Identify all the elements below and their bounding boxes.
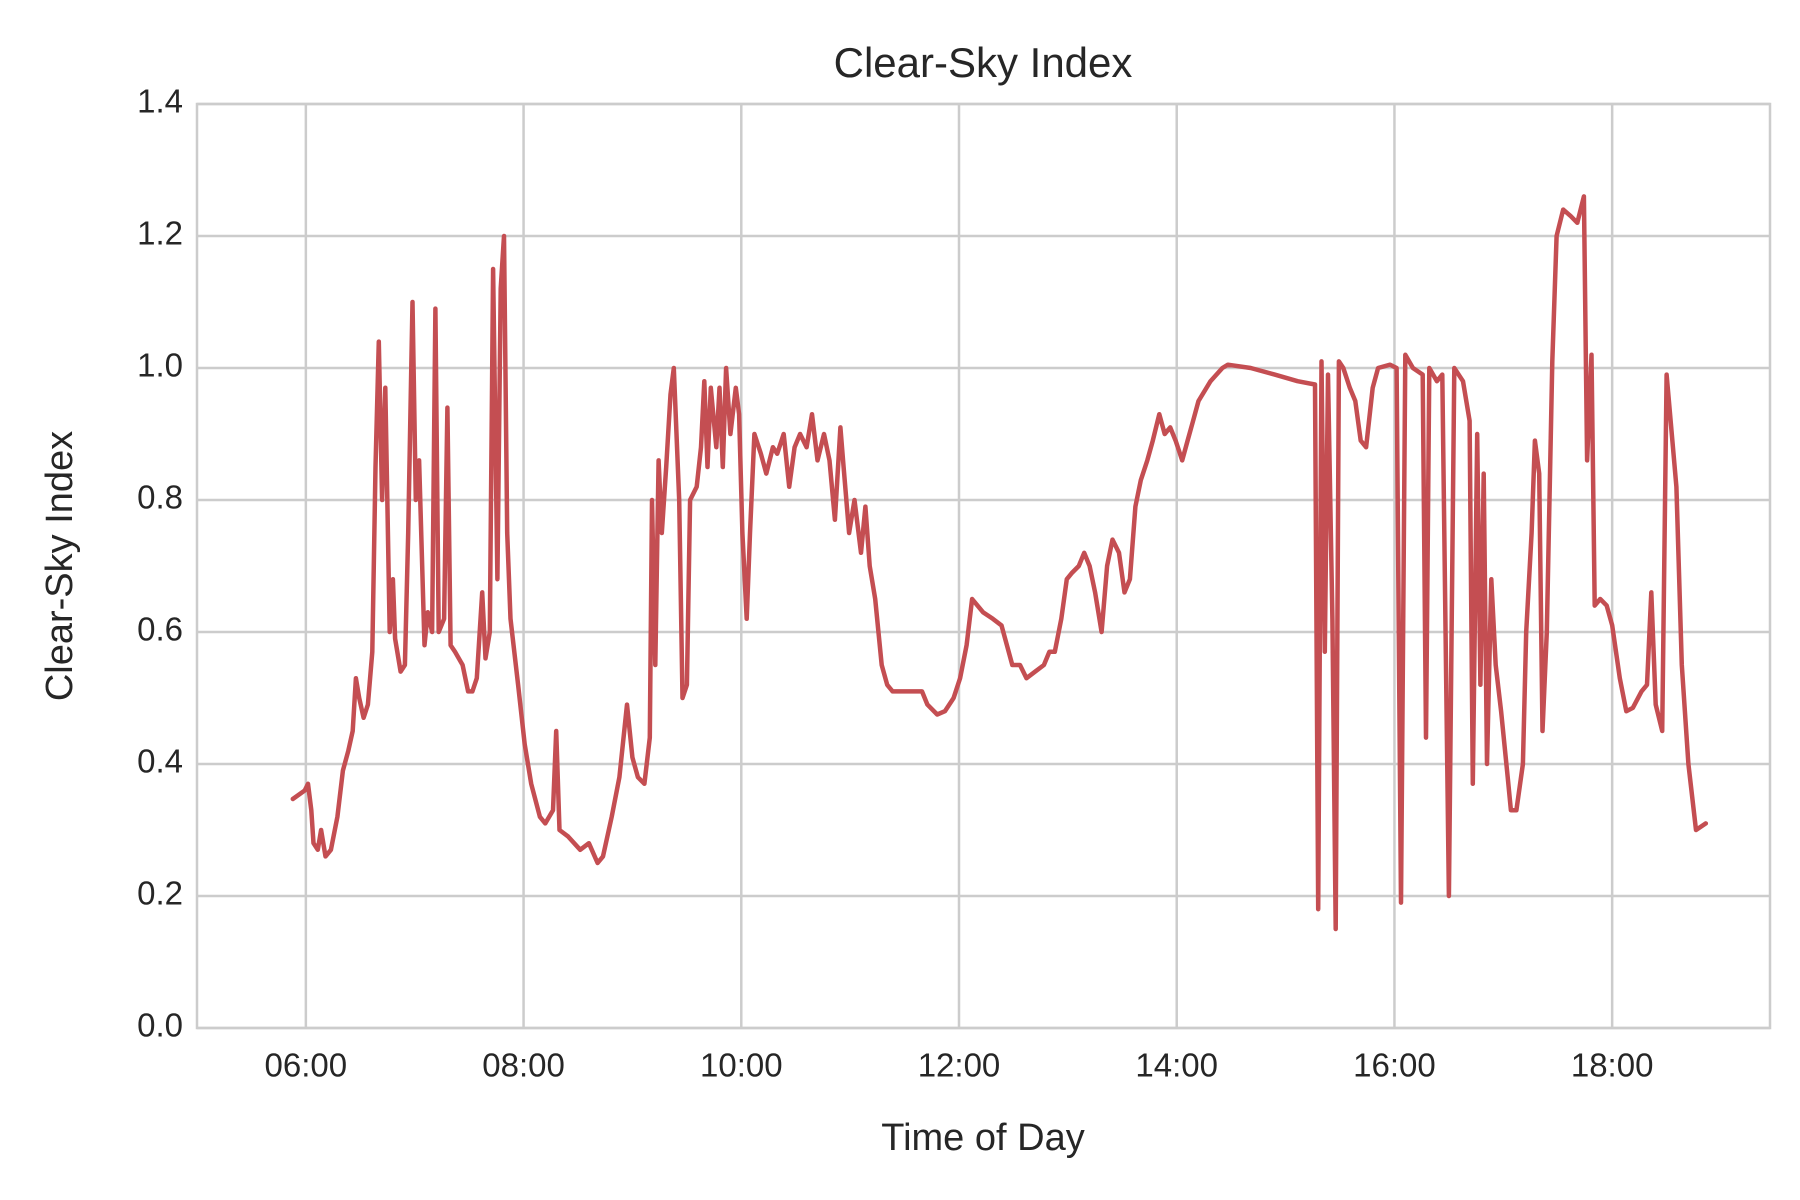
x-tick-label: 16:00 (1353, 1047, 1436, 1084)
x-tick-label: 10:00 (700, 1047, 783, 1084)
y-tick-label: 1.2 (137, 215, 183, 252)
plot-frame (195, 102, 1772, 1030)
y-tick-label: 0.8 (137, 479, 183, 516)
x-tick-label: 06:00 (265, 1047, 348, 1084)
chart-title: Clear-Sky Index (834, 39, 1133, 86)
plot-area (290, 194, 1709, 932)
x-tick-label: 14:00 (1135, 1047, 1218, 1084)
y-tick-label: 0.6 (137, 611, 183, 648)
y-tick-label: 1.0 (137, 347, 183, 384)
data-line (290, 194, 1709, 932)
x-tick-label: 08:00 (482, 1047, 565, 1084)
x-tick-label: 12:00 (918, 1047, 1001, 1084)
y-axis-label: Clear-Sky Index (39, 431, 81, 701)
y-tick-label: 0.4 (137, 743, 183, 780)
x-axis-label: Time of Day (881, 1117, 1084, 1159)
y-tick-label: 1.4 (137, 83, 183, 120)
y-tick-label: 0.2 (137, 875, 183, 912)
y-tick-label: 0.0 (137, 1007, 183, 1044)
x-tick-label: 18:00 (1571, 1047, 1654, 1084)
